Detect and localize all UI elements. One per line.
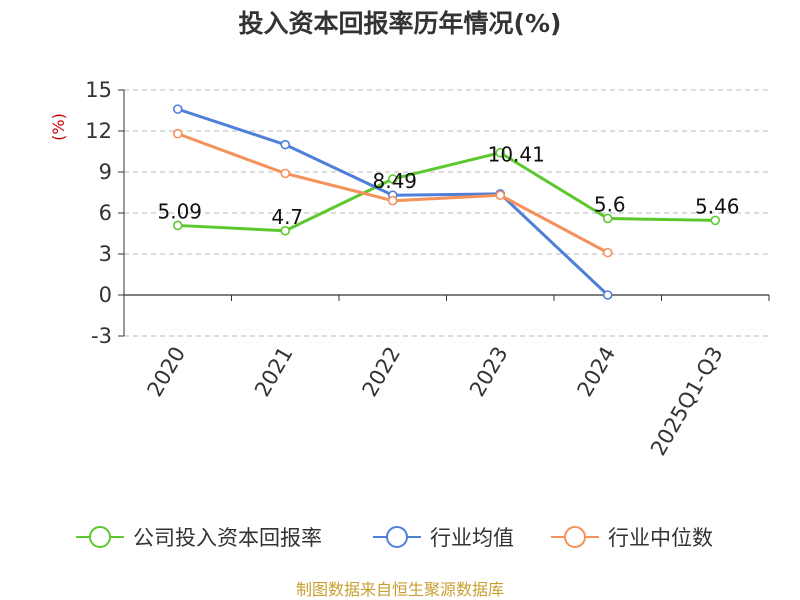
data-labels: 5.09 4.7 8.49 10.41 5.6 5.46 [157, 143, 739, 229]
legend-marker-0 [89, 526, 111, 548]
chart-title: 投入资本回报率历年情况(%) [239, 9, 562, 38]
legend-label: 行业中位数 [608, 526, 713, 550]
data-point-2 [602, 247, 613, 258]
x-tick-label: 2021 [250, 343, 298, 401]
y-tick-label: 15 [85, 78, 112, 102]
data-point-0 [710, 215, 721, 226]
series-line-0 [177, 151, 716, 233]
data-label: 10.41 [488, 143, 545, 167]
data-label: 5.46 [695, 194, 740, 218]
y-tick-label: 3 [99, 242, 112, 266]
x-tick-label: 2025Q1-Q3 [646, 343, 728, 460]
legend-label: 公司投入资本回报率 [133, 526, 322, 550]
y-tick-label: 12 [85, 119, 112, 143]
x-tick-label: 2022 [358, 343, 406, 401]
y-axis-label: (%) [49, 113, 68, 141]
y-tick-label: -3 [91, 324, 112, 348]
data-point-0 [387, 174, 398, 184]
series-layer [172, 104, 721, 300]
legend-marker-2 [564, 526, 586, 548]
data-point-2 [172, 128, 183, 139]
data-point-2 [495, 190, 506, 201]
x-tick-label: 2024 [573, 343, 621, 401]
source-note: 制图数据来自恒生聚源数据库 [296, 580, 504, 599]
x-tick-label: 2020 [143, 343, 191, 401]
y-tick-label: 0 [99, 283, 112, 307]
data-point-0 [172, 220, 183, 231]
data-point-1 [602, 290, 613, 300]
data-point-2 [387, 195, 398, 206]
data-label: 4.7 [271, 205, 303, 229]
legend-marker-1 [386, 526, 408, 548]
data-point-1 [280, 139, 291, 150]
data-point-0 [602, 213, 613, 224]
legend: 公司投入资本回报率 行业均值 行业中位数 [76, 526, 713, 550]
data-point-0 [280, 225, 291, 236]
data-point-0 [495, 147, 506, 158]
axes: 15 12 9 6 3 0 -3 2020 2021 2022 2023 2024 2025Q1-Q3 [85, 78, 770, 460]
data-label: 8.49 [372, 169, 417, 193]
data-label: 5.09 [157, 199, 202, 223]
data-point-2 [280, 168, 291, 179]
data-label: 5.6 [594, 192, 626, 216]
y-tick-label: 9 [99, 160, 112, 184]
legend-label: 行业均值 [430, 526, 514, 550]
data-point-1 [172, 104, 183, 114]
y-tick-label: 6 [99, 201, 112, 225]
x-tick-label: 2023 [465, 343, 513, 401]
